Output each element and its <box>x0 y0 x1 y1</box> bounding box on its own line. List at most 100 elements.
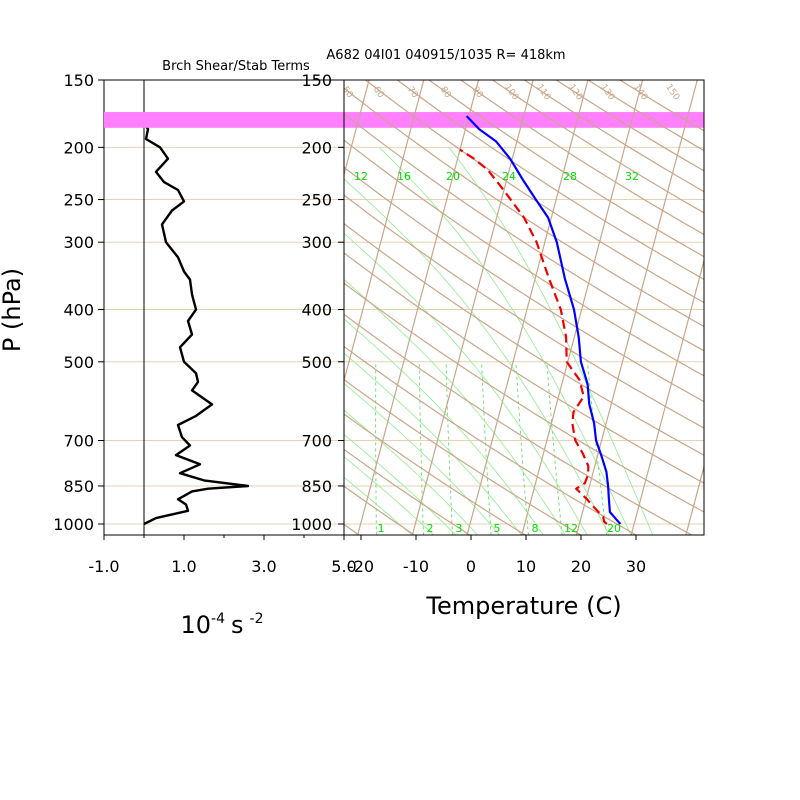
skew-y-tick-label: 150 <box>301 71 332 90</box>
dry-adiabat <box>396 80 704 281</box>
isotherm-line <box>466 80 589 535</box>
isotherm-line <box>193 64 318 536</box>
moist-adiabat-label: 16 <box>397 170 411 183</box>
moist-adiabat <box>344 456 435 535</box>
isotherm-line <box>795 64 800 536</box>
mixing-ratio-label: 3 <box>456 522 463 535</box>
dry-adiabat <box>344 345 638 535</box>
left-x-tick-label: 3.0 <box>251 557 276 576</box>
dry-adiabat <box>344 166 704 403</box>
dry-adiabat <box>364 80 704 304</box>
skew-y-tick-label: 250 <box>301 191 332 210</box>
dry-adiabat <box>344 194 704 429</box>
dry-adiabat <box>344 252 704 484</box>
mixing-ratio-label: 20 <box>607 522 621 535</box>
mixing-ratio-label: 8 <box>532 522 539 535</box>
moist-adiabat <box>344 382 501 535</box>
dry-adiabat <box>344 413 527 535</box>
moist-adiabat <box>448 147 654 535</box>
mixing-ratio-line <box>481 361 492 535</box>
skew-y-tick-label: 700 <box>301 432 332 451</box>
temperature-axis-label: Temperature (C) <box>425 592 621 620</box>
skew-x-tick-label: -20 <box>348 557 374 576</box>
skew-y-tick-label: 200 <box>301 138 332 157</box>
dry-adiabat <box>586 80 704 152</box>
theta-label: 150 <box>663 83 681 103</box>
skew-y-tick-label: 400 <box>301 301 332 320</box>
mixing-ratio-label: 1 <box>378 522 385 535</box>
left-axis-ticks: 150 200 250 300 400 500 700 850 1000 -1.0 1.0 3.0 5.… <box>53 71 356 576</box>
xlabel-unit: s <box>231 611 244 639</box>
dry-adiabat <box>344 485 416 535</box>
left-x-tick-label: -1.0 <box>88 557 119 576</box>
theta-label: 110 <box>534 83 552 103</box>
left-y-tick-label: 500 <box>63 353 94 372</box>
isotherms <box>139 64 800 536</box>
skew-panel-title: A682 04I01 040915/1035 R= 418km <box>326 48 565 63</box>
mixing-ratio-line <box>546 361 563 535</box>
left-y-tick-label: 850 <box>63 477 94 496</box>
left-y-tick-label: 1000 <box>53 515 94 534</box>
moist-adiabat <box>344 278 566 535</box>
skew-x-tick-label: 0 <box>466 557 476 576</box>
isotherm-line <box>344 80 370 177</box>
mixing-ratio-label: 2 <box>427 522 434 535</box>
xlabel-exp1: -4 <box>211 611 225 627</box>
left-panel-title: Brch Shear/Stab Terms <box>162 59 310 74</box>
moist-adiabat-label: 32 <box>625 170 639 183</box>
skew-x-tick-label: 10 <box>516 557 536 576</box>
dry-adiabats <box>344 80 704 535</box>
moist-adiabat-label: 24 <box>502 170 516 183</box>
y-axis-label: P (hPa) <box>0 268 26 352</box>
isotherm-line <box>521 80 644 535</box>
theta-label: 140 <box>631 83 649 103</box>
dry-adiabat <box>344 378 582 535</box>
skew-x-tick-label: 30 <box>626 557 646 576</box>
moist-adiabat <box>344 476 413 535</box>
temperature-profile <box>465 115 622 525</box>
isotherm-line <box>630 258 704 535</box>
skew-y-tick-label: 300 <box>301 233 332 252</box>
skew-y-tick-label: 850 <box>301 477 332 496</box>
left-x-axis-label: 10-4 s -2 <box>181 611 264 639</box>
isotherm-line <box>139 64 264 536</box>
dewpoint-profile <box>459 148 608 525</box>
theta-label: 120 <box>566 83 584 103</box>
dry-adiabat <box>618 80 704 132</box>
left-y-tick-label: 400 <box>63 301 94 320</box>
isotherm-line <box>740 64 800 536</box>
moist-adiabat <box>344 433 457 535</box>
dry-adiabat <box>344 448 471 535</box>
dry-adiabat <box>344 113 704 352</box>
moist-adiabat <box>344 178 610 535</box>
dry-adiabat <box>344 282 704 513</box>
left-y-tick-label: 700 <box>63 432 94 451</box>
skew-x-tick-label: -10 <box>403 557 429 576</box>
skew-y-tick-label: 1000 <box>291 515 332 534</box>
theta-label: 60 <box>371 85 386 100</box>
xlabel-base: 10 <box>181 611 212 639</box>
left-x-tick-label: 1.0 <box>171 557 196 576</box>
mixing-ratio-label: 5 <box>494 522 501 535</box>
moist-adiabat <box>378 146 632 535</box>
theta-label: 100 <box>502 83 520 103</box>
skew-y-tick-label: 500 <box>301 353 332 372</box>
left-y-tick-label: 150 <box>63 71 94 90</box>
highlight-band <box>104 112 704 128</box>
mixing-ratio-line <box>375 361 377 535</box>
dry-adiabat <box>428 80 704 258</box>
dry-adiabat <box>344 313 693 535</box>
mixing-ratio-line <box>445 361 454 535</box>
xlabel-exp2: -2 <box>250 611 264 627</box>
isotherm-line <box>575 80 698 535</box>
skew-x-tick-label: 20 <box>571 557 591 576</box>
left-y-tick-label: 250 <box>63 191 94 210</box>
left-y-tick-label: 300 <box>63 233 94 252</box>
dry-adiabat <box>344 139 704 377</box>
moist-adiabat <box>344 409 479 535</box>
moist-adiabat-label: 12 <box>354 170 368 183</box>
theta-label: 130 <box>598 83 616 103</box>
